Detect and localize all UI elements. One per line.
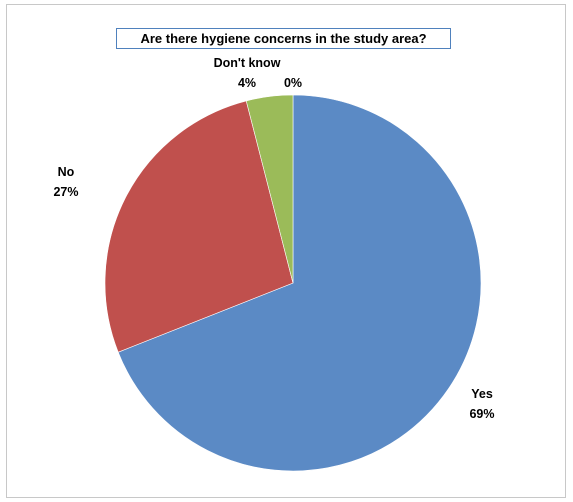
chart-title: Are there hygiene concerns in the study … [116,28,451,49]
slice-label-no-name: No [58,165,75,179]
slice-label-no: No 27% [53,165,78,199]
pie-slice-don-t-know [245,94,294,284]
pie-slice-no [104,100,294,353]
slice-label-dont-know-name: Don't know [214,56,281,70]
slice-label-zero-value: 0% [284,76,302,90]
slice-label-yes-value: 69% [469,407,494,421]
slice-label-dont-know-value: 4% [238,76,256,90]
slice-label-yes-name: Yes [471,387,493,401]
slice-label-no-value: 27% [53,185,78,199]
pie-slice-yes [117,94,482,472]
slice-label-dont-know: Don't know 4% [214,56,281,90]
slice-label-yes: Yes 69% [469,387,494,421]
slice-label-zero: 0% [284,76,302,90]
pie-slices [104,94,482,472]
